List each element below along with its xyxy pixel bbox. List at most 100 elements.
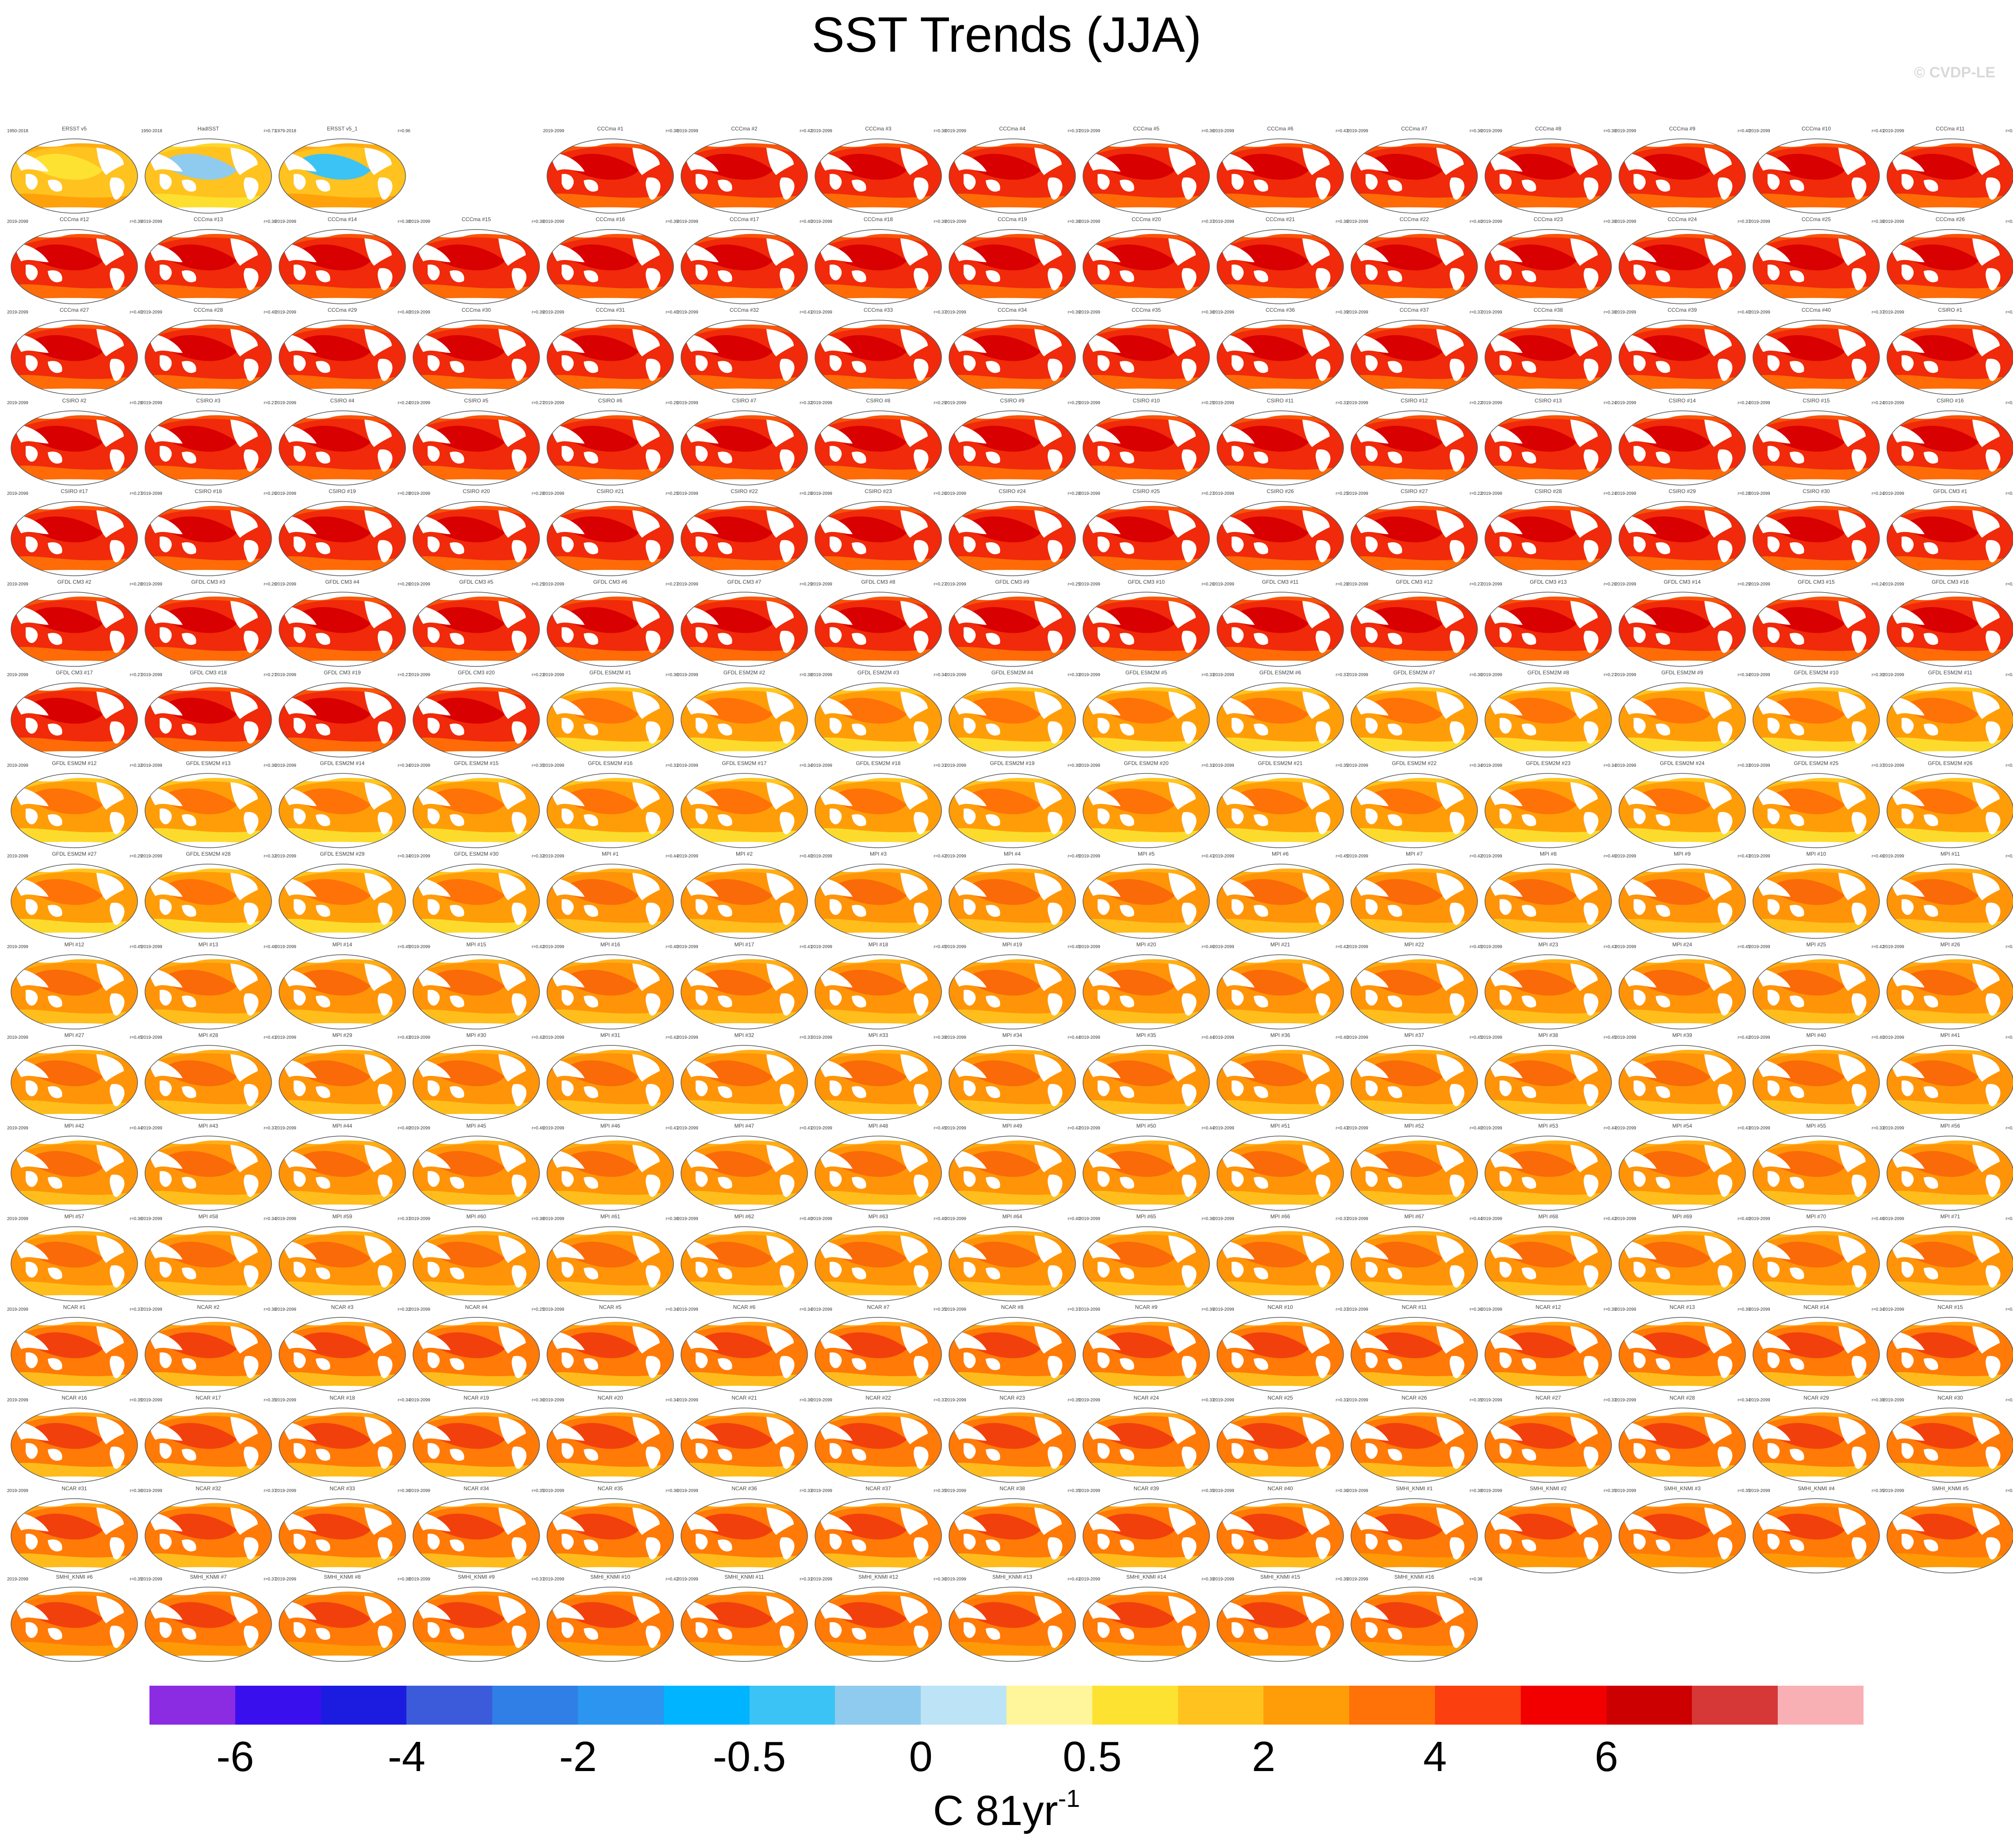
land-australia (1120, 995, 1134, 1008)
land-africa (428, 1443, 440, 1459)
land-south-america (1450, 449, 1465, 472)
land-south-america (914, 177, 929, 200)
land-south-america (1048, 812, 1063, 834)
land-africa (160, 355, 172, 371)
map-panel-plot (1485, 682, 1612, 758)
panel-title: GFDL ESM2M #6 (1259, 670, 1301, 676)
land-north-america (1436, 601, 1464, 628)
colorbar-tick-label: -4 (387, 1733, 426, 1780)
land-antarctica (815, 1385, 941, 1392)
panel-period: 2019-2099 (1481, 1126, 1502, 1131)
land-antarctica (949, 1655, 1075, 1661)
land-australia (1656, 905, 1670, 917)
map-panel: GFDL ESM2M #21 2019-2099 r=0.35 (1213, 760, 1348, 851)
trend-region (964, 335, 1041, 361)
land-asia (1489, 153, 1523, 172)
map-panel: SMHI_KNMI #15 2019-2099 r=0.39 (1213, 1574, 1348, 1665)
land-africa (1768, 1443, 1780, 1459)
trend-region (1768, 1513, 1845, 1540)
panel-title: CCCma #16 (595, 216, 625, 222)
land-australia (718, 542, 732, 555)
map-border (949, 410, 1076, 486)
panel-title: SMHI_KNMI #16 (1394, 1574, 1435, 1580)
land-australia (986, 1086, 1000, 1098)
panel-title: CSIRO #12 (1401, 398, 1428, 404)
panel-pattern-correlation: r=0.38 (934, 129, 946, 134)
map-border (145, 138, 272, 214)
map-panel-plot (11, 320, 138, 395)
land-africa (26, 1534, 38, 1550)
panel-title: MPI #63 (868, 1213, 888, 1220)
land-north-america (766, 1507, 794, 1535)
land-africa (964, 355, 976, 371)
land-north-america (1704, 1145, 1732, 1172)
land-africa (1634, 1171, 1646, 1187)
map-panel-plot (547, 864, 674, 939)
map-panel-plot (1887, 1408, 2013, 1483)
map-border (815, 773, 942, 848)
trend-region (1098, 1602, 1175, 1628)
land-south-america (244, 993, 259, 1016)
panel-pattern-correlation: r=0.39 (1604, 1307, 1616, 1312)
land-south-america (1718, 1537, 1733, 1560)
land-south-america (378, 177, 393, 200)
land-asia (417, 606, 451, 625)
land-australia (852, 1449, 866, 1461)
trend-region (1500, 879, 1577, 905)
land-australia (182, 1358, 196, 1370)
land-asia (1087, 515, 1121, 534)
land-south-america (378, 359, 393, 381)
land-south-america (378, 721, 393, 744)
panel-period: 2019-2099 (1213, 1217, 1234, 1221)
map-panel: GFDL CM3 #12 2019-2099 r=0.27 (1347, 579, 1482, 670)
land-australia (48, 270, 62, 283)
land-australia (1522, 270, 1536, 283)
panel-title: GFDL CM3 #14 (1664, 579, 1701, 585)
trend-region (1634, 1332, 1711, 1358)
map-border (413, 1317, 540, 1392)
map-panel-plot (681, 1498, 808, 1573)
panel-title: CCCma #2 (731, 126, 758, 132)
panel-period: 2019-2099 (945, 1217, 966, 1221)
land-asia (1891, 243, 1925, 262)
panel-period: 2019-2099 (677, 1035, 698, 1040)
land-antarctica (1753, 1113, 1879, 1120)
land-antarctica (145, 660, 272, 666)
panel-title: GFDL CM3 #11 (1262, 579, 1299, 585)
panel-period: 2019-2099 (543, 945, 564, 949)
map-panel-plot (413, 682, 540, 758)
panel-pattern-correlation: r=0.36 (264, 763, 276, 768)
trend-region (1232, 1151, 1309, 1177)
colorbar-box (1263, 1686, 1350, 1725)
map-panel: MPI #55 2019-2099 r=0.33 (1749, 1123, 1884, 1214)
panel-period: 2019-2099 (275, 673, 296, 677)
land-asia (1087, 425, 1121, 444)
land-asia (417, 878, 451, 897)
land-south-america (110, 1175, 125, 1197)
map-panel: MPI #22 2019-2099 r=0.45 (1347, 941, 1482, 1033)
land-south-america (1986, 812, 2001, 834)
panel-title: CSIRO #4 (330, 398, 355, 404)
map-panel: MPI #18 2019-2099 r=0.45 (811, 941, 946, 1033)
panel-pattern-correlation: r=0.25 (1068, 401, 1080, 406)
map-panel-plot (1083, 1136, 1210, 1211)
map-panel-plot (1887, 229, 2013, 304)
land-australia (584, 1539, 598, 1552)
panel-title: GFDL CM3 #17 (56, 670, 93, 676)
colorbar-tick-label: 2 (1251, 1733, 1276, 1780)
panel-title: CCCma #35 (1131, 307, 1161, 313)
map-panel: NCAR #6 2019-2099 r=0.34 (677, 1304, 812, 1395)
panel-period: 2019-2099 (543, 491, 564, 496)
panel-period: 2019-2099 (1883, 1398, 1904, 1403)
land-antarctica (11, 1023, 138, 1029)
panel-period: 2019-2099 (141, 219, 162, 224)
panel-pattern-correlation: r=0.41 (666, 1126, 678, 1131)
land-africa (294, 1534, 306, 1550)
map-panel: MPI #67 2019-2099 r=0.44 (1347, 1213, 1482, 1305)
land-antarctica (145, 1295, 272, 1301)
land-africa (696, 1171, 708, 1187)
panel-period: 2019-2099 (141, 1217, 162, 1221)
land-north-america (1704, 1236, 1732, 1263)
panel-period: 2019-2099 (1213, 854, 1234, 859)
